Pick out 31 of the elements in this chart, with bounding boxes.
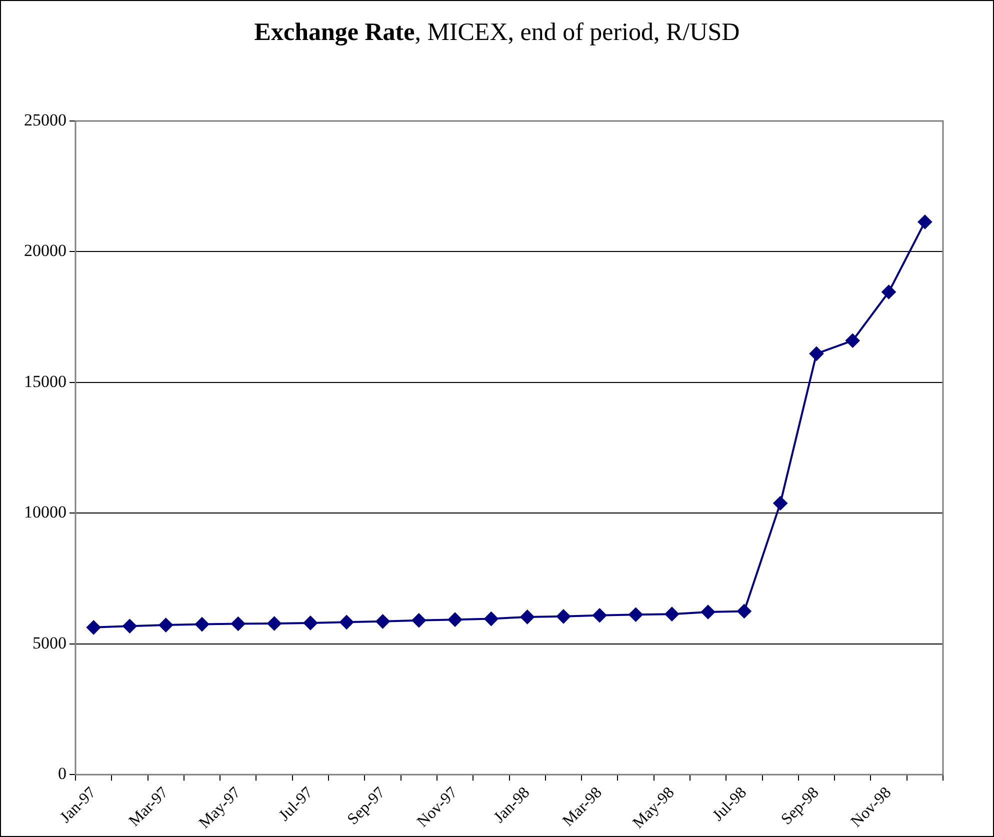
y-tick-label: 25000	[24, 110, 66, 130]
point	[773, 496, 788, 510]
point	[122, 619, 137, 634]
point	[592, 608, 607, 622]
point	[412, 613, 426, 628]
y-tick-label: 0	[58, 764, 66, 784]
point	[195, 617, 210, 632]
y-tick-label: 5000	[32, 633, 66, 652]
point	[484, 612, 498, 626]
y-tick-label: 20000	[24, 241, 66, 260]
point	[520, 610, 534, 624]
point	[340, 615, 354, 630]
point	[664, 607, 679, 622]
point	[882, 284, 896, 299]
point	[556, 609, 570, 624]
point	[267, 616, 282, 630]
chart-title: Exchange Rate, MICEX, end of period, R/USD	[253, 19, 741, 47]
point	[701, 604, 716, 619]
point	[628, 608, 643, 622]
point	[158, 618, 173, 632]
y-tick-label: 10000	[24, 502, 66, 522]
y-tick-label: 15000	[24, 372, 66, 391]
point	[303, 616, 318, 630]
point	[231, 616, 246, 631]
point	[448, 612, 462, 627]
point	[809, 346, 824, 361]
point	[376, 614, 390, 628]
point	[846, 334, 860, 348]
point	[737, 604, 752, 618]
point	[86, 620, 101, 634]
point	[918, 214, 932, 229]
